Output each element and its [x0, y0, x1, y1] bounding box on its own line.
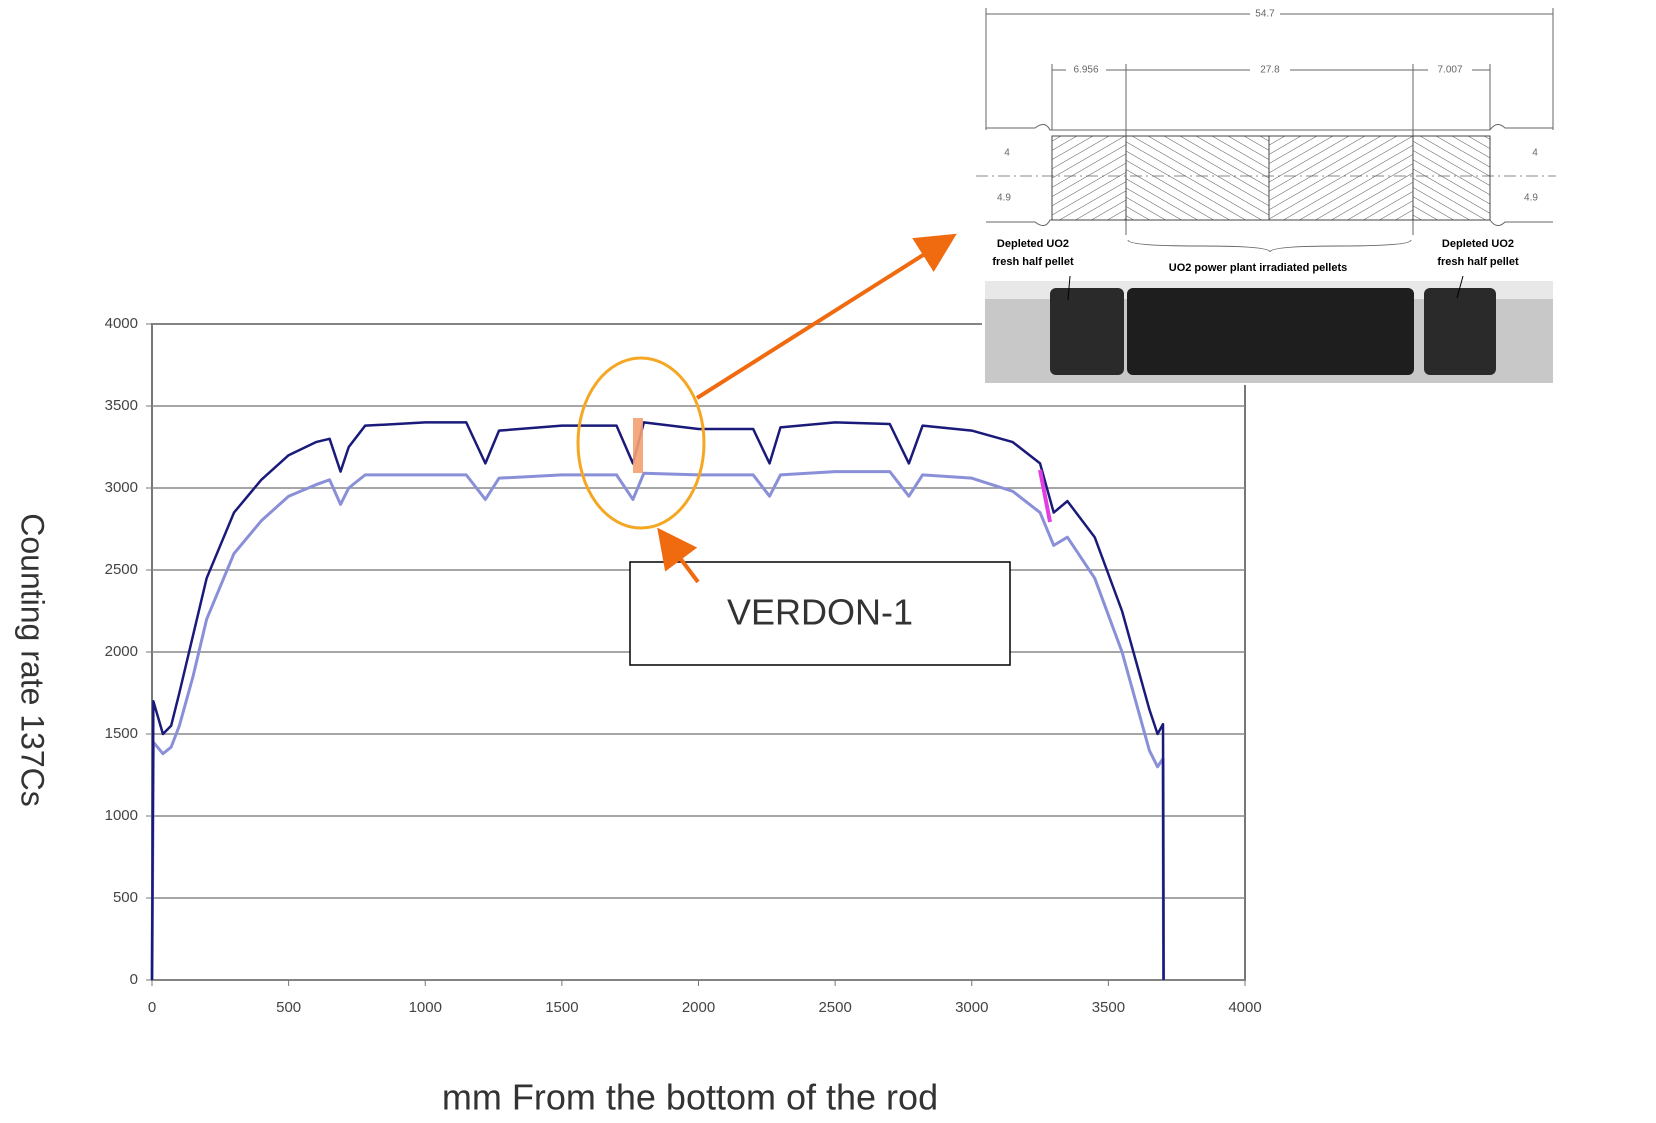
dim-label: 4 [1004, 148, 1010, 159]
highlight-ellipse [576, 356, 706, 530]
arrow [695, 233, 957, 400]
dim-label: 6.956 [1073, 65, 1098, 76]
y-tick-label: 3000 [105, 479, 138, 496]
x-tick-label: 2000 [682, 999, 715, 1016]
pellet-label: fresh half pellet [992, 256, 1074, 268]
series-line [150, 421, 1165, 981]
x-tick-label: 1500 [545, 999, 578, 1016]
arrow [657, 527, 700, 584]
dim-label: 7.007 [1437, 65, 1462, 76]
annotation: VERDON-1 [727, 592, 913, 633]
dim-label: 4.9 [997, 193, 1011, 204]
pellet [1268, 135, 1414, 221]
pellet-label: Depleted UO2 [1442, 238, 1514, 250]
highlight [1038, 469, 1052, 523]
x-tick-label: 500 [276, 999, 301, 1016]
x-tick-label: 1000 [409, 999, 442, 1016]
pointer [1456, 275, 1464, 299]
y-tick-label: 2500 [105, 561, 138, 578]
y-axis-label: Counting rate 137Cs [15, 513, 51, 807]
radiograph-pellet [1050, 288, 1124, 375]
pointer [1067, 275, 1071, 301]
dim-gap [1250, 64, 1290, 76]
y-tick-label: 1500 [105, 725, 138, 742]
radiograph-pellet [1424, 288, 1496, 375]
y-tick-label: 500 [113, 889, 138, 906]
plot: 0 500 1000 1500 2000 2500 3000 3500 4000 0 500 1000… [105, 315, 1262, 1016]
x-tick-label: 0 [148, 999, 156, 1016]
y-tick-label: 0 [130, 971, 138, 988]
y-tick-label: 1000 [105, 807, 138, 824]
highlight [633, 418, 643, 473]
inset: 54.7 6.956 27.8 7.007 4 4.9 4 4.9 Deplet… [976, 5, 1556, 385]
pellet [1412, 135, 1491, 221]
dim-label: 54.7 [1255, 9, 1275, 20]
pellet [1125, 135, 1270, 221]
dim-gap [1250, 8, 1280, 20]
annotation-box [629, 561, 1011, 666]
series-line [150, 470, 1166, 981]
dim-label: 4 [1532, 148, 1538, 159]
pellet-label: Depleted UO2 [997, 238, 1069, 250]
pellet [1051, 135, 1127, 221]
y-tick-label: 3500 [105, 397, 138, 414]
dim-gap [1066, 64, 1106, 76]
brace [1127, 239, 1412, 253]
x-tick-label: 2500 [818, 999, 851, 1016]
x-axis-label: mm From the bottom of the rod [442, 1077, 938, 1118]
pellet-label: fresh half pellet [1437, 256, 1519, 268]
y-tick-label: 2000 [105, 643, 138, 660]
pellet-label: UO2 power plant irradiated pellets [1169, 262, 1348, 274]
dim-label: 27.8 [1260, 65, 1280, 76]
dim-label: 4.9 [1524, 193, 1538, 204]
radiograph-pellet [1127, 288, 1414, 375]
x-tick-label: 4000 [1228, 999, 1261, 1016]
dim-gap [1428, 64, 1472, 76]
x-tick-label: 3500 [1092, 999, 1125, 1016]
y-tick-label: 4000 [105, 315, 138, 332]
x-tick-label: 3000 [955, 999, 988, 1016]
